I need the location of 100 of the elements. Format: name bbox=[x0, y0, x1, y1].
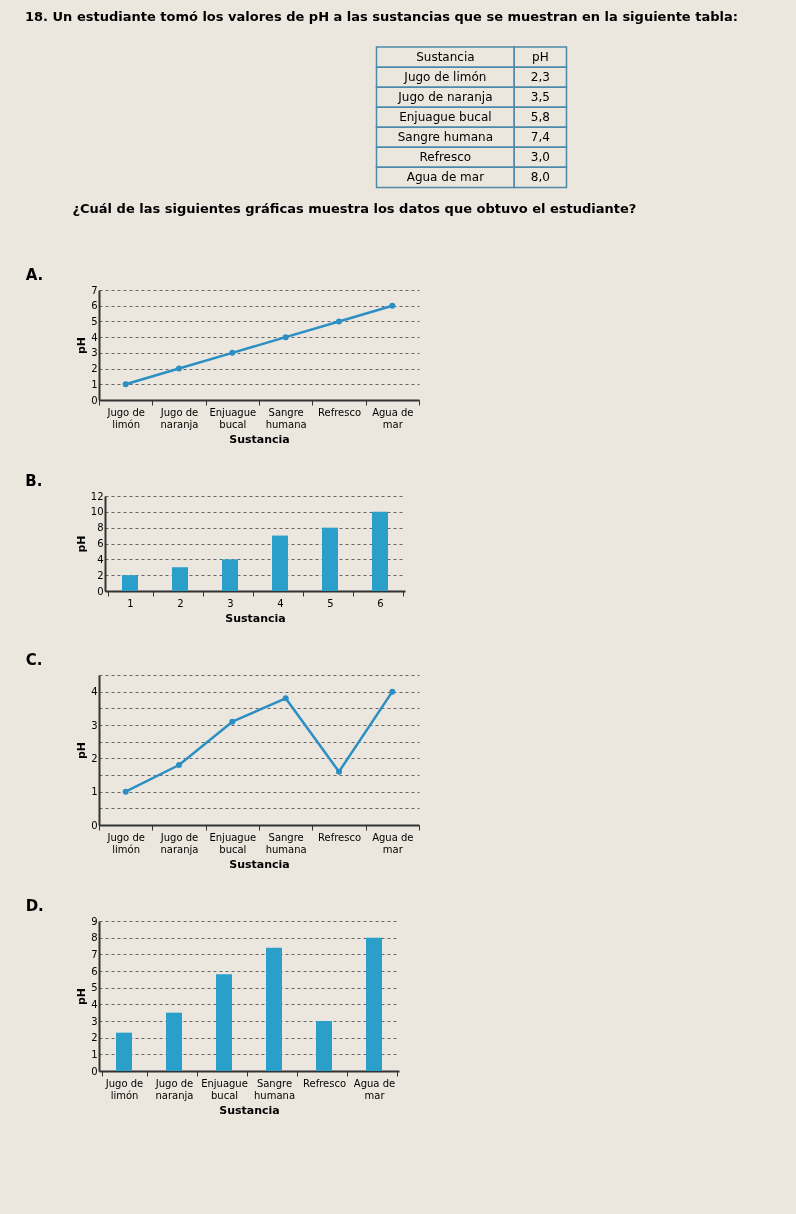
bar bbox=[222, 559, 238, 591]
y-tick-label: 0 bbox=[91, 394, 98, 406]
y-tick-label: 2 bbox=[91, 363, 98, 375]
point bbox=[122, 788, 129, 795]
bar bbox=[122, 575, 138, 591]
x-tick-label: Enjuague bucal bbox=[209, 406, 257, 430]
y-tick-label: 3 bbox=[91, 347, 98, 359]
x-tick-label: 2 bbox=[177, 597, 184, 609]
x-axis-title: Sustancia bbox=[229, 857, 290, 871]
y-tick-label: 8 bbox=[97, 522, 104, 534]
y-tick-label: 6 bbox=[97, 538, 104, 549]
x-tick-label: Jugo de limón bbox=[106, 831, 145, 855]
y-tick-label: 0 bbox=[97, 585, 104, 597]
y-tick-label: 1 bbox=[91, 786, 98, 798]
bar bbox=[116, 1032, 132, 1071]
chart-title: D. bbox=[25, 897, 44, 915]
y-tick-label: 2 bbox=[91, 752, 98, 764]
point bbox=[389, 688, 396, 695]
x-tick-label: 6 bbox=[377, 597, 384, 609]
y-tick-label: 5 bbox=[91, 315, 98, 327]
chart-title: A. bbox=[25, 266, 44, 284]
point bbox=[229, 349, 236, 356]
x-tick-label: Refresco bbox=[317, 831, 362, 843]
point bbox=[176, 762, 182, 768]
x-tick-label: Jugo de naranja bbox=[154, 1077, 194, 1101]
point bbox=[336, 318, 342, 325]
y-tick-label: 1 bbox=[91, 378, 98, 390]
x-tick-label: Enjuague bucal bbox=[201, 1077, 248, 1101]
point bbox=[389, 302, 396, 309]
y-tick-label: 3 bbox=[91, 719, 98, 731]
x-tick-label: Sangre humana bbox=[253, 1077, 296, 1101]
text: 3,0 bbox=[530, 150, 550, 165]
y-axis-title: pH bbox=[75, 987, 89, 1006]
y-tick-label: 6 bbox=[91, 300, 98, 312]
text: 7,4 bbox=[530, 130, 550, 145]
text: 3,5 bbox=[530, 90, 550, 105]
text: 18. Un estudiante tomó los valores de pH a las sustancias que se muestran en la siguiente tabla: bbox=[25, 9, 738, 24]
text: Jugo de naranja bbox=[397, 90, 493, 105]
bar bbox=[266, 947, 282, 1071]
x-axis-title: Sustancia bbox=[225, 611, 286, 625]
x-tick-label: Jugo de limón bbox=[106, 406, 145, 430]
x-tick-label: Jugo de naranja bbox=[159, 831, 199, 855]
point bbox=[336, 768, 342, 775]
y-axis-title: pH bbox=[75, 741, 89, 760]
y-tick-label: 9 bbox=[91, 915, 98, 927]
y-axis-title: pH bbox=[74, 535, 88, 553]
y-tick-label: 1 bbox=[91, 1048, 98, 1060]
y-tick-label: 10 bbox=[90, 506, 104, 518]
bar bbox=[272, 535, 288, 591]
y-tick-label: 4 bbox=[97, 553, 104, 565]
x-tick-label: Agua de mar bbox=[353, 1077, 396, 1101]
x-tick-label: 3 bbox=[227, 597, 234, 609]
y-axis-title: pH bbox=[75, 336, 89, 355]
x-tick-label: Refresco bbox=[317, 406, 362, 418]
bar bbox=[322, 527, 338, 591]
y-tick-label: 7 bbox=[91, 284, 98, 296]
bar bbox=[216, 974, 232, 1071]
text: Agua de mar bbox=[406, 170, 485, 185]
x-tick-label: Sangre humana bbox=[265, 831, 307, 855]
y-tick-label: 6 bbox=[91, 965, 98, 977]
text: Refresco bbox=[419, 150, 472, 165]
text: Enjuague bucal bbox=[399, 110, 492, 125]
y-tick-label: 4 bbox=[91, 331, 98, 343]
x-tick-label: Sangre humana bbox=[265, 406, 307, 430]
text: ¿Cuál de las siguientes gráficas muestra los datos que obtuvo el estudiante? bbox=[72, 201, 637, 217]
y-tick-label: 5 bbox=[91, 982, 98, 994]
x-tick-label: 4 bbox=[277, 597, 284, 609]
text: Sustancia bbox=[416, 50, 475, 65]
y-tick-label: 3 bbox=[91, 1015, 98, 1027]
x-tick-label: Jugo de limón bbox=[104, 1077, 144, 1101]
bar bbox=[172, 567, 188, 591]
text: Sangre humana bbox=[397, 130, 494, 145]
chart-title: C. bbox=[25, 651, 43, 669]
y-tick-label: 8 bbox=[91, 932, 98, 944]
text: 8,0 bbox=[530, 170, 550, 185]
point bbox=[229, 718, 236, 725]
x-tick-label: Agua de mar bbox=[372, 406, 414, 430]
bar bbox=[372, 511, 388, 591]
text: pH bbox=[532, 50, 549, 65]
x-tick-label: 5 bbox=[327, 597, 334, 609]
text: 2,3 bbox=[530, 70, 550, 85]
point bbox=[282, 695, 289, 702]
y-tick-label: 4 bbox=[91, 686, 98, 698]
point bbox=[282, 334, 289, 341]
chart-title: B. bbox=[25, 472, 43, 490]
y-tick-label: 2 bbox=[97, 569, 104, 581]
x-tick-label: Enjuague bucal bbox=[209, 831, 257, 855]
y-tick-label: 0 bbox=[91, 819, 98, 831]
y-tick-label: 7 bbox=[91, 948, 98, 960]
text: 5,8 bbox=[530, 110, 550, 125]
x-tick-label: Jugo de naranja bbox=[159, 406, 199, 430]
bar bbox=[316, 1021, 332, 1071]
x-tick-label: Agua de mar bbox=[372, 831, 414, 855]
y-tick-label: 0 bbox=[91, 1065, 98, 1077]
y-tick-label: 4 bbox=[91, 998, 98, 1010]
bar bbox=[366, 937, 382, 1071]
point bbox=[176, 365, 182, 372]
x-axis-title: Sustancia bbox=[219, 1103, 280, 1117]
text: Jugo de limón bbox=[403, 70, 487, 85]
bar bbox=[166, 1012, 182, 1071]
